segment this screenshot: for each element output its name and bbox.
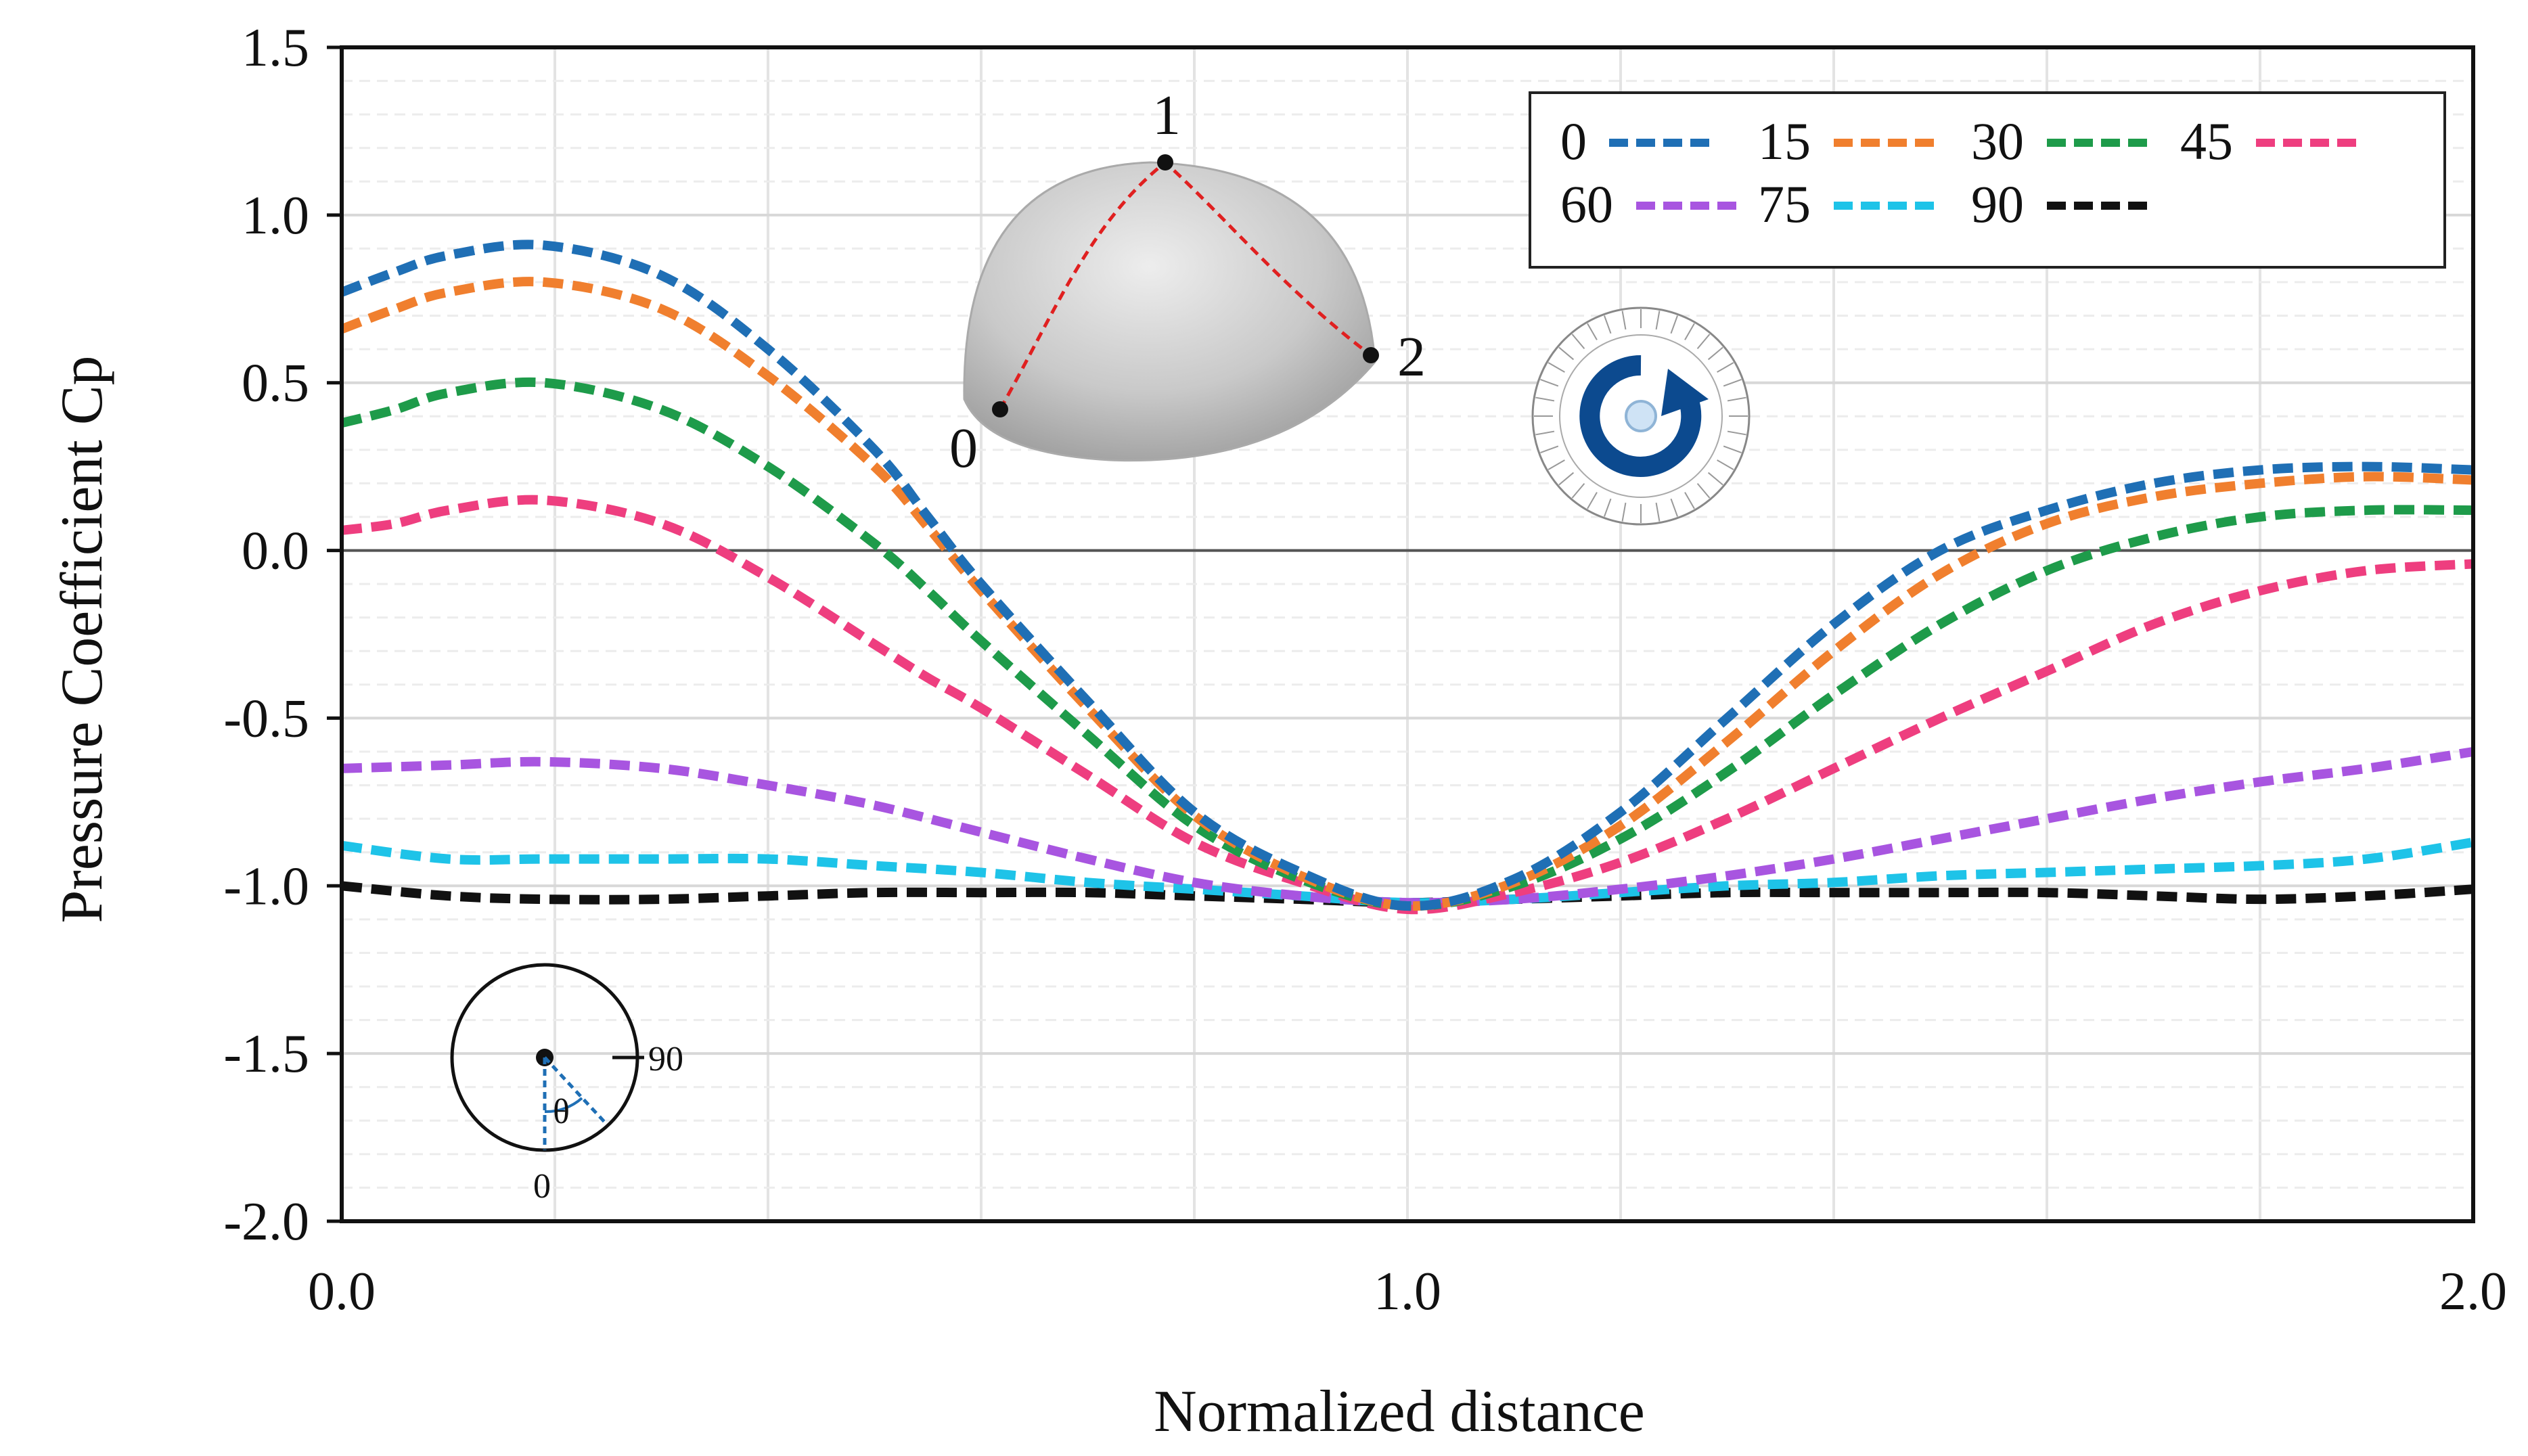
y-tick-label: 0.5 (242, 354, 309, 413)
protractor-tick (1723, 445, 1742, 453)
legend: 0 15 30 45 60 75 90 (1529, 91, 2446, 269)
protractor-tick (1548, 459, 1565, 470)
protractor-tick (1723, 379, 1742, 387)
protractor-tick (1696, 334, 1711, 350)
plot-frame (340, 45, 2475, 1223)
angle-label-90: 90 (648, 1040, 683, 1078)
protractor-tick (1727, 430, 1746, 436)
y-tick-label: 1.5 (242, 18, 309, 78)
axes-layer: 1.5 1.0 0.5 0.0 -0.5 -1.0 -1.5 -2.0 0.0 1.0 2.0 (223, 18, 2507, 1321)
protractor-tick (1535, 396, 1555, 402)
series-line-15 (340, 277, 2474, 911)
legend-box (1529, 91, 2446, 269)
angle-label-theta: θ (553, 1093, 570, 1131)
protractor-tick (1707, 472, 1723, 486)
angle-arc (544, 1097, 583, 1114)
dome-label-1: 1 (1152, 84, 1181, 147)
protractor-tick (1717, 362, 1734, 373)
protractor-tick (1670, 498, 1678, 517)
x-axis-title: Normalized distance (1154, 1379, 1645, 1444)
y-tick-label: -1.5 (223, 1024, 309, 1084)
dome-point-2 (1363, 347, 1379, 363)
dome-label-0: 0 (949, 417, 978, 480)
dome-point-1 (1157, 154, 1173, 170)
angle-inset: 90 0 θ (450, 963, 683, 1206)
protractor-tick (1571, 334, 1585, 350)
protractor-tick (1540, 445, 1559, 453)
series-line-0 (340, 240, 2474, 911)
protractor-tick (1540, 379, 1559, 387)
protractor-tick (1696, 482, 1711, 499)
x-tick-label: 2.0 (2439, 1262, 2507, 1321)
protractor-tick (1587, 323, 1598, 340)
legend-label-90: 90 (1971, 175, 2024, 233)
rotation-inset (1531, 306, 1751, 526)
protractor-tick (1604, 315, 1612, 334)
protractor-tick (1655, 311, 1661, 330)
y-axis-title: Pressure Coefficient Cp (49, 355, 115, 923)
protractor-tick (1684, 492, 1695, 509)
dome-shape (963, 161, 1376, 462)
rotation-arrowhead-icon (1661, 369, 1709, 416)
legend-label-0: 0 (1560, 112, 1587, 170)
x-tick-label: 1.0 (1374, 1262, 1441, 1321)
angle-line-theta (543, 1056, 607, 1124)
protractor-tick (1655, 502, 1661, 522)
protractor-tick (1670, 315, 1678, 334)
y-tick-label: 1.0 (242, 186, 309, 246)
protractor-tick (1587, 492, 1598, 509)
y-tick-label: -1.0 (223, 857, 309, 916)
protractor-tick (1621, 311, 1627, 330)
protractor-tick (1727, 396, 1746, 402)
legend-label-75: 75 (1758, 175, 1811, 233)
series-line-30 (340, 377, 2474, 911)
legend-label-30: 30 (1971, 112, 2024, 170)
angle-label-0: 0 (533, 1167, 551, 1206)
legend-label-45: 45 (2180, 112, 2233, 170)
protractor-tick (1548, 362, 1565, 373)
protractor-tick (1684, 323, 1695, 340)
legend-label-60: 60 (1560, 175, 1613, 233)
protractor-inner (1559, 334, 1723, 498)
y-tick-label: 0.0 (242, 522, 309, 581)
legend-label-15: 15 (1758, 112, 1811, 170)
series-layer (340, 240, 2475, 915)
legend-items: 0 15 30 45 60 75 90 (1560, 112, 2364, 233)
y-tick-label: -2.0 (223, 1192, 309, 1252)
dome-inset: 1 2 0 (949, 84, 1426, 480)
y-tick-label: -0.5 (223, 689, 309, 748)
protractor-center (1625, 400, 1657, 432)
x-tick-label: 0.0 (308, 1262, 376, 1321)
protractor-tick (1707, 346, 1723, 361)
rotation-arrow-icon (1579, 355, 1702, 477)
protractor-tick (1571, 482, 1585, 499)
dome-label-2: 2 (1397, 325, 1426, 388)
dome-point-0 (992, 401, 1008, 417)
protractor-tick (1535, 430, 1555, 436)
protractor-ticks (1534, 309, 1748, 523)
protractor-tick (1717, 459, 1734, 470)
protractor-tick (1558, 472, 1575, 486)
protractor-tick (1558, 346, 1575, 361)
protractor-tick (1604, 498, 1612, 517)
protractor-tick (1621, 502, 1627, 522)
